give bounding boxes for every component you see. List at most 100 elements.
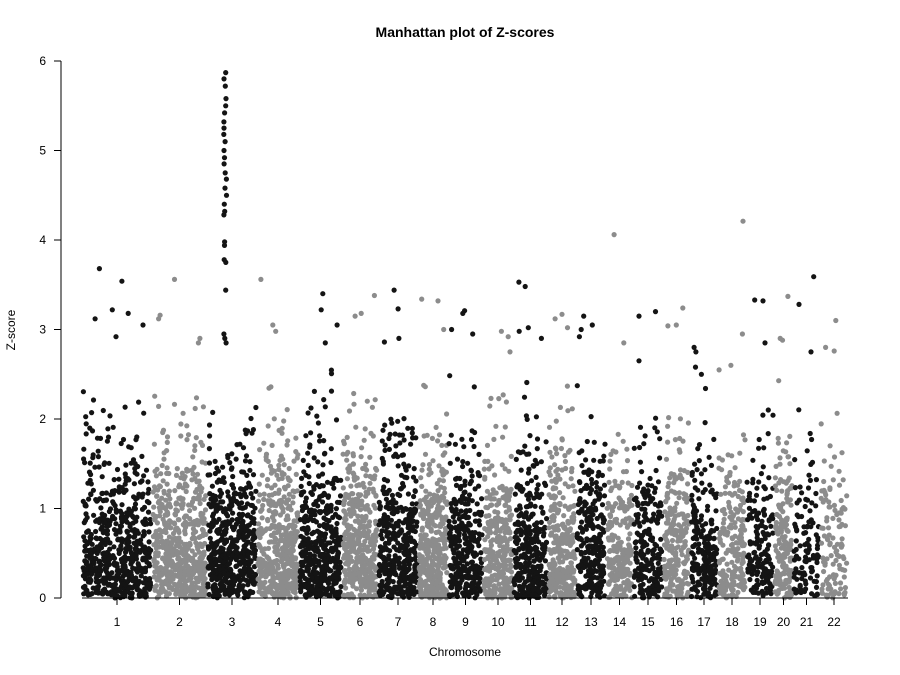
- data-point: [214, 542, 220, 548]
- data-point: [388, 416, 394, 422]
- data-point: [88, 491, 94, 497]
- data-point: [230, 473, 236, 480]
- data-point: [547, 584, 554, 590]
- data-point: [447, 373, 453, 379]
- data-point: [356, 570, 362, 576]
- data-point: [364, 398, 370, 404]
- data-point: [379, 578, 385, 585]
- data-point: [114, 593, 120, 599]
- data-point: [315, 503, 321, 509]
- data-point: [131, 505, 137, 511]
- data-point: [250, 536, 256, 543]
- data-point: [90, 452, 96, 458]
- data-point: [302, 582, 308, 588]
- data-point: [482, 458, 488, 464]
- data-point: [258, 580, 264, 586]
- data-point: [278, 576, 284, 582]
- data-point: [133, 437, 139, 443]
- data-point: [495, 550, 501, 556]
- data-point: [242, 589, 248, 595]
- data-point: [382, 570, 388, 576]
- data-point: [472, 587, 478, 593]
- data-point: [206, 591, 212, 598]
- data-point: [444, 570, 450, 576]
- data-point: [317, 590, 323, 597]
- data-point: [359, 445, 365, 451]
- data-point: [95, 518, 102, 524]
- data-point: [312, 558, 318, 565]
- data-point: [222, 335, 228, 341]
- data-point: [543, 539, 550, 545]
- data-point: [357, 530, 363, 536]
- data-point: [166, 488, 172, 494]
- data-point: [434, 511, 441, 517]
- data-point: [200, 404, 206, 410]
- data-point: [538, 563, 544, 569]
- data-point: [472, 511, 478, 517]
- data-point: [186, 521, 192, 527]
- data-point: [468, 436, 475, 443]
- data-point: [334, 520, 340, 527]
- data-point: [268, 539, 274, 545]
- data-point: [407, 507, 413, 513]
- data-point: [229, 482, 235, 488]
- data-point: [276, 462, 282, 468]
- data-point: [550, 513, 557, 519]
- data-point: [95, 448, 101, 454]
- data-point: [89, 428, 96, 434]
- data-point: [191, 495, 197, 501]
- data-point: [295, 452, 301, 458]
- data-point: [332, 558, 338, 564]
- data-point: [380, 545, 386, 551]
- data-point: [222, 571, 228, 577]
- data-point: [129, 513, 135, 519]
- data-point: [433, 529, 439, 536]
- data-point: [453, 571, 459, 577]
- data-point: [276, 522, 282, 528]
- data-point: [97, 435, 104, 441]
- data-point: [482, 537, 488, 543]
- data-point: [460, 513, 466, 520]
- chromosome-1-points: [80, 266, 154, 601]
- data-point: [140, 557, 146, 563]
- data-point: [522, 443, 528, 449]
- data-point: [488, 395, 494, 401]
- data-point: [340, 485, 346, 491]
- data-point: [222, 139, 228, 145]
- data-point: [226, 588, 232, 594]
- data-point: [490, 537, 496, 543]
- data-point: [250, 577, 256, 583]
- data-point: [358, 587, 364, 593]
- data-point: [267, 578, 273, 584]
- data-point: [505, 334, 511, 340]
- data-point: [164, 465, 170, 471]
- data-point: [515, 449, 522, 455]
- data-point: [455, 543, 461, 549]
- data-point: [317, 433, 323, 439]
- data-point: [342, 545, 348, 552]
- data-point: [457, 580, 463, 586]
- data-point: [182, 528, 188, 534]
- data-point: [458, 508, 464, 514]
- data-point: [163, 560, 169, 566]
- data-point: [151, 504, 157, 510]
- data-point: [152, 487, 158, 493]
- data-point: [191, 464, 197, 470]
- data-point: [433, 496, 439, 502]
- data-point: [370, 582, 376, 589]
- data-point: [308, 405, 314, 411]
- data-point: [452, 441, 458, 447]
- data-point: [517, 592, 523, 598]
- data-point: [141, 569, 147, 575]
- data-point: [476, 451, 482, 457]
- data-point: [379, 528, 385, 534]
- data-point: [424, 432, 430, 438]
- data-point: [487, 403, 493, 409]
- data-point: [291, 564, 297, 570]
- data-point: [521, 394, 528, 400]
- data-point: [111, 555, 118, 561]
- data-point: [287, 478, 293, 484]
- data-point: [100, 407, 106, 414]
- data-point: [448, 501, 454, 507]
- data-point: [164, 481, 170, 487]
